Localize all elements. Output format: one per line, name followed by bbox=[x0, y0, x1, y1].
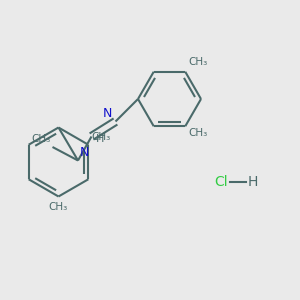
Text: CH₃: CH₃ bbox=[188, 57, 208, 67]
Text: CH₃: CH₃ bbox=[49, 202, 68, 212]
Text: CH₃: CH₃ bbox=[188, 128, 208, 138]
Text: CH₃: CH₃ bbox=[32, 134, 51, 144]
Text: Cl: Cl bbox=[214, 175, 228, 188]
Text: N: N bbox=[80, 146, 89, 159]
Text: H: H bbox=[248, 175, 258, 188]
Text: H: H bbox=[96, 134, 104, 145]
Text: CH₃: CH₃ bbox=[92, 132, 111, 142]
Text: N: N bbox=[103, 107, 112, 120]
